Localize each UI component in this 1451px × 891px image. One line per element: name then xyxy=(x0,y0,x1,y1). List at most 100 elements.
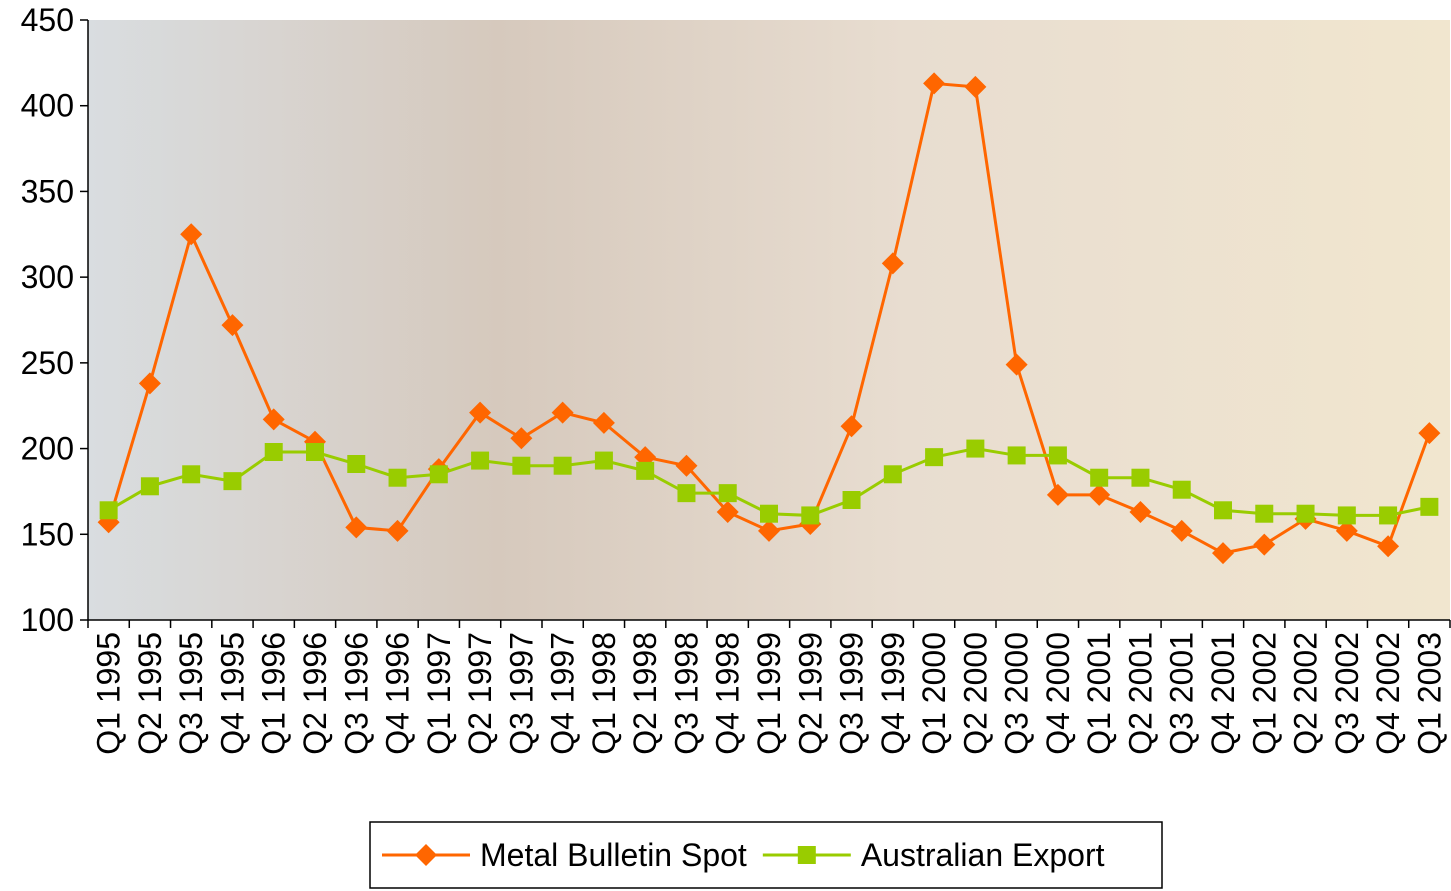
data-point xyxy=(262,408,285,431)
data-point xyxy=(592,411,615,434)
data-point xyxy=(138,372,161,395)
x-tick-label: Q2 1996 xyxy=(297,632,333,755)
legend-marker xyxy=(797,846,816,864)
data-point xyxy=(1170,519,1193,542)
x-tick-label: Q1 1996 xyxy=(256,632,292,755)
data-point xyxy=(182,465,201,484)
x-tick-label: Q3 1999 xyxy=(834,632,870,755)
data-point xyxy=(386,519,409,542)
data-point xyxy=(1046,483,1069,506)
data-point xyxy=(923,72,946,95)
y-tick-label: 100 xyxy=(21,602,74,638)
data-point xyxy=(964,75,987,98)
data-point xyxy=(347,455,366,473)
data-point xyxy=(429,465,448,484)
data-point xyxy=(675,454,698,477)
data-point xyxy=(1420,497,1439,516)
data-point xyxy=(221,314,244,337)
data-point xyxy=(881,252,904,275)
data-point xyxy=(264,443,283,461)
data-point xyxy=(469,401,492,424)
data-point xyxy=(1214,501,1232,520)
x-tick-label: Q4 1997 xyxy=(545,632,581,755)
y-tick-label: 250 xyxy=(21,345,74,381)
x-tick-label: Q4 2002 xyxy=(1370,632,1406,755)
x-tick-label: Q1 2003 xyxy=(1411,632,1447,755)
legend-label: Metal Bulletin Spot xyxy=(480,837,747,873)
x-tick-label: Q2 2001 xyxy=(1122,632,1158,755)
x-tick-label: Q3 1995 xyxy=(173,632,209,755)
data-point xyxy=(512,456,531,475)
x-tick-label: Q3 2000 xyxy=(999,632,1035,755)
x-tick-label: Q1 2000 xyxy=(916,632,952,755)
data-point xyxy=(1131,468,1150,487)
x-tick-label: Q1 2001 xyxy=(1081,632,1117,755)
data-point xyxy=(718,484,737,503)
data-point xyxy=(1296,504,1315,523)
data-point xyxy=(1007,446,1026,465)
x-tick-label: Q1 2002 xyxy=(1246,632,1282,755)
data-point xyxy=(925,448,944,467)
y-tick-label: 350 xyxy=(21,173,74,209)
data-point xyxy=(306,443,324,461)
x-tick-label: Q2 2002 xyxy=(1288,632,1324,755)
x-tick-label: Q1 1999 xyxy=(751,632,787,755)
x-tick-label: Q3 2002 xyxy=(1329,632,1365,755)
data-point xyxy=(223,472,242,491)
data-point xyxy=(553,456,572,475)
x-tick-label: Q2 1997 xyxy=(462,632,498,755)
x-tick-label: Q3 2001 xyxy=(1164,632,1200,755)
y-tick-label: 150 xyxy=(21,516,74,552)
data-point xyxy=(180,223,203,246)
data-point xyxy=(842,491,861,509)
x-tick-label: Q3 1998 xyxy=(668,632,704,755)
data-point xyxy=(840,415,863,438)
x-tick-label: Q3 1996 xyxy=(338,632,374,755)
y-tick-label: 400 xyxy=(21,88,74,124)
data-point xyxy=(551,401,574,424)
x-tick-label: Q4 1995 xyxy=(214,632,250,755)
data-point xyxy=(594,451,613,470)
y-tick-label: 300 xyxy=(21,259,74,295)
data-point xyxy=(1379,506,1398,525)
x-tick-label: Q4 1996 xyxy=(380,632,416,755)
y-tick-label: 450 xyxy=(21,2,74,38)
data-point xyxy=(1253,533,1276,556)
x-tick-label: Q1 1995 xyxy=(91,632,127,755)
x-tick-label: Q3 1997 xyxy=(503,632,539,755)
legend-label: Australian Export xyxy=(861,837,1105,873)
data-point xyxy=(1005,353,1028,376)
y-tick-label: 200 xyxy=(21,431,74,467)
x-tick-label: Q4 2001 xyxy=(1205,632,1241,755)
data-point xyxy=(388,468,407,487)
data-point xyxy=(760,504,778,523)
data-point xyxy=(1088,483,1111,506)
data-point xyxy=(801,506,820,525)
x-tick-label: Q2 1998 xyxy=(627,632,663,755)
data-point xyxy=(1090,468,1109,487)
x-tick-label: Q4 1998 xyxy=(710,632,746,755)
data-point xyxy=(1377,535,1400,558)
data-point xyxy=(1172,480,1191,499)
data-point xyxy=(345,516,368,539)
data-point xyxy=(1212,542,1234,565)
data-point xyxy=(1255,504,1274,523)
x-tick-label: Q2 2000 xyxy=(957,632,993,755)
data-point xyxy=(1337,506,1356,525)
data-point xyxy=(1418,422,1441,445)
data-point xyxy=(1335,519,1358,542)
data-point xyxy=(716,501,739,523)
data-point xyxy=(636,461,655,480)
data-point xyxy=(99,501,118,520)
data-point xyxy=(1048,446,1067,465)
data-point xyxy=(758,519,780,542)
x-tick-label: Q1 1997 xyxy=(421,632,457,755)
x-tick-label: Q4 1999 xyxy=(875,632,911,755)
x-tick-label: Q2 1999 xyxy=(792,632,828,755)
data-point xyxy=(1129,501,1152,523)
x-tick-label: Q1 1998 xyxy=(586,632,622,755)
data-point xyxy=(883,465,902,484)
data-point xyxy=(140,477,159,496)
data-point xyxy=(677,484,696,503)
